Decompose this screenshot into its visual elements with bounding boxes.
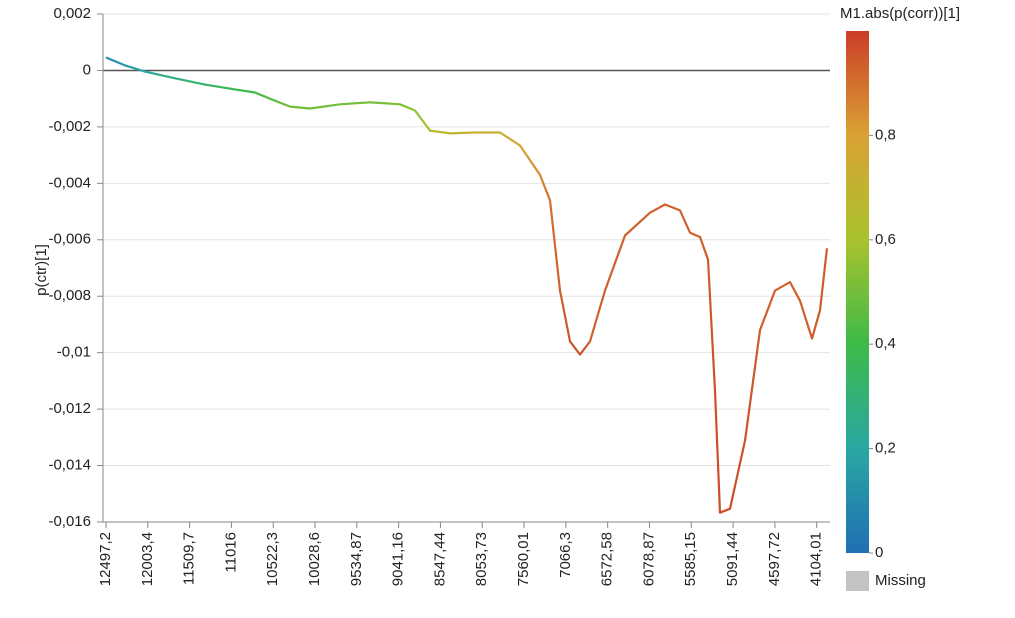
y-axis-label: p(ctr)[1] [33,244,50,296]
y-tick-label: -0,014 [48,457,91,474]
missing-label: Missing [875,572,926,589]
missing-swatch [846,571,869,591]
x-tick-label: 10028,6 [306,532,323,586]
colorbar-tick-label: 0,4 [875,335,896,352]
x-tick-label: 6572,58 [599,532,616,586]
colorbar-tick-label: 0,2 [875,440,896,457]
x-tick-label: 12497,2 [97,532,114,586]
x-tick-label: 4597,72 [766,532,783,586]
x-tick-label: 10522,3 [264,532,281,586]
x-tick-label: 8547,44 [431,532,448,586]
colorbar [846,31,869,553]
x-tick-label: 7066,3 [557,532,574,578]
y-tick-label: -0,012 [48,400,91,417]
data-line [105,56,829,514]
x-tick-label: 5091,44 [724,532,741,586]
x-tick-label: 5585,15 [682,532,699,586]
colorbar-tick-label: 0,6 [875,231,896,248]
colorbar-tick-label: 0 [875,544,883,561]
x-tick-label: 7560,01 [515,532,532,586]
y-tick-label: -0,004 [48,174,91,191]
y-tick-label: 0,002 [53,5,91,22]
x-tick-label: 4104,01 [808,532,825,586]
x-tick-label: 9534,87 [348,532,365,586]
y-tick-label: -0,016 [48,513,91,530]
y-tick-label: -0,01 [57,344,91,361]
x-tick-label: 11016 [222,532,239,573]
y-tick-label: 0 [83,61,91,78]
y-tick-label: -0,008 [48,287,91,304]
x-tick-label: 6078,87 [640,532,657,586]
x-tick-label: 11509,7 [181,532,198,585]
x-tick-label: 9041,16 [390,532,407,586]
y-tick-label: -0,002 [48,118,91,135]
x-tick-label: 8053,73 [473,532,490,586]
colorbar-tick-label: 0,8 [875,126,896,143]
y-tick-label: -0,006 [48,231,91,248]
colorbar-title: M1.abs(p(corr))[1] [840,5,960,22]
x-tick-label: 12003,4 [139,532,156,586]
